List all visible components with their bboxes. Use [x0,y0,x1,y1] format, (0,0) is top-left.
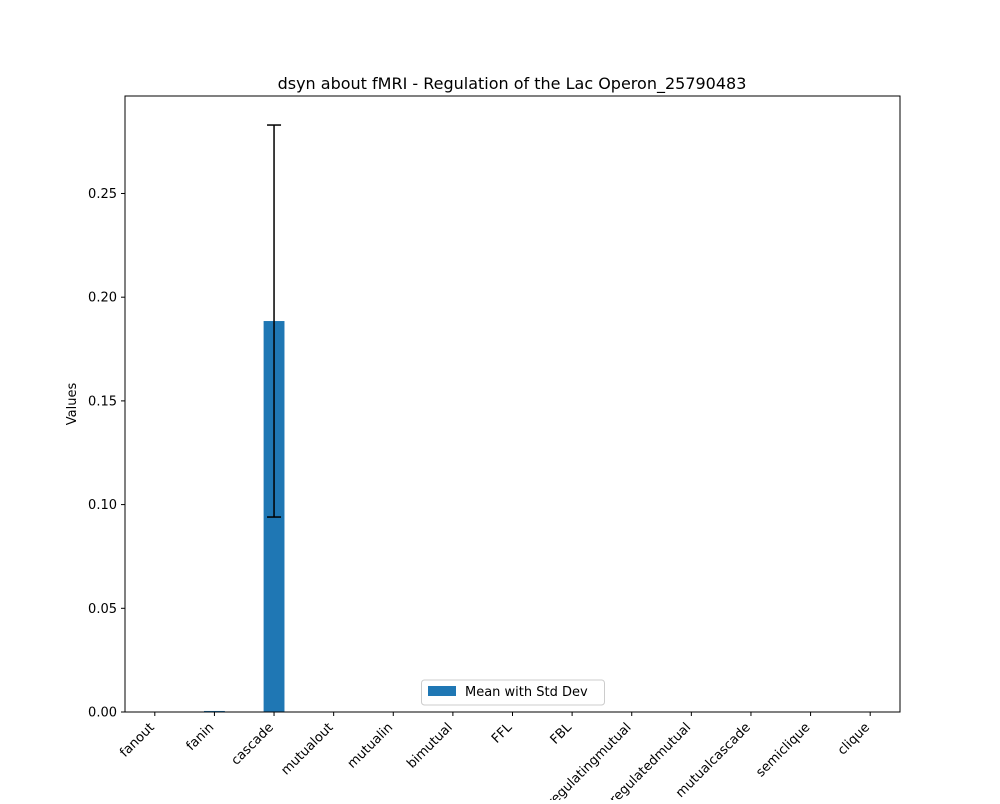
legend-swatch [428,686,456,696]
y-tick-label: 0.15 [88,394,117,409]
legend: Mean with Std Dev [421,679,605,706]
error-bar-cascade [267,124,282,518]
legend-box [421,679,605,706]
error-bars-layer [267,124,282,518]
legend-label: Mean with Std Dev [465,685,588,700]
chart-title: dsyn about fMRI - Regulation of the Lac … [278,74,747,94]
y-tick-label: 0.20 [88,291,117,306]
bar-fanin [203,710,225,712]
y-tick-label: 0.00 [88,706,117,721]
y-tick-label: 0.05 [88,602,117,617]
y-axis-label: Values [65,383,80,426]
plot-frame [124,95,901,713]
y-tick-label: 0.25 [88,187,117,202]
y-tick-label: 0.10 [88,498,117,513]
